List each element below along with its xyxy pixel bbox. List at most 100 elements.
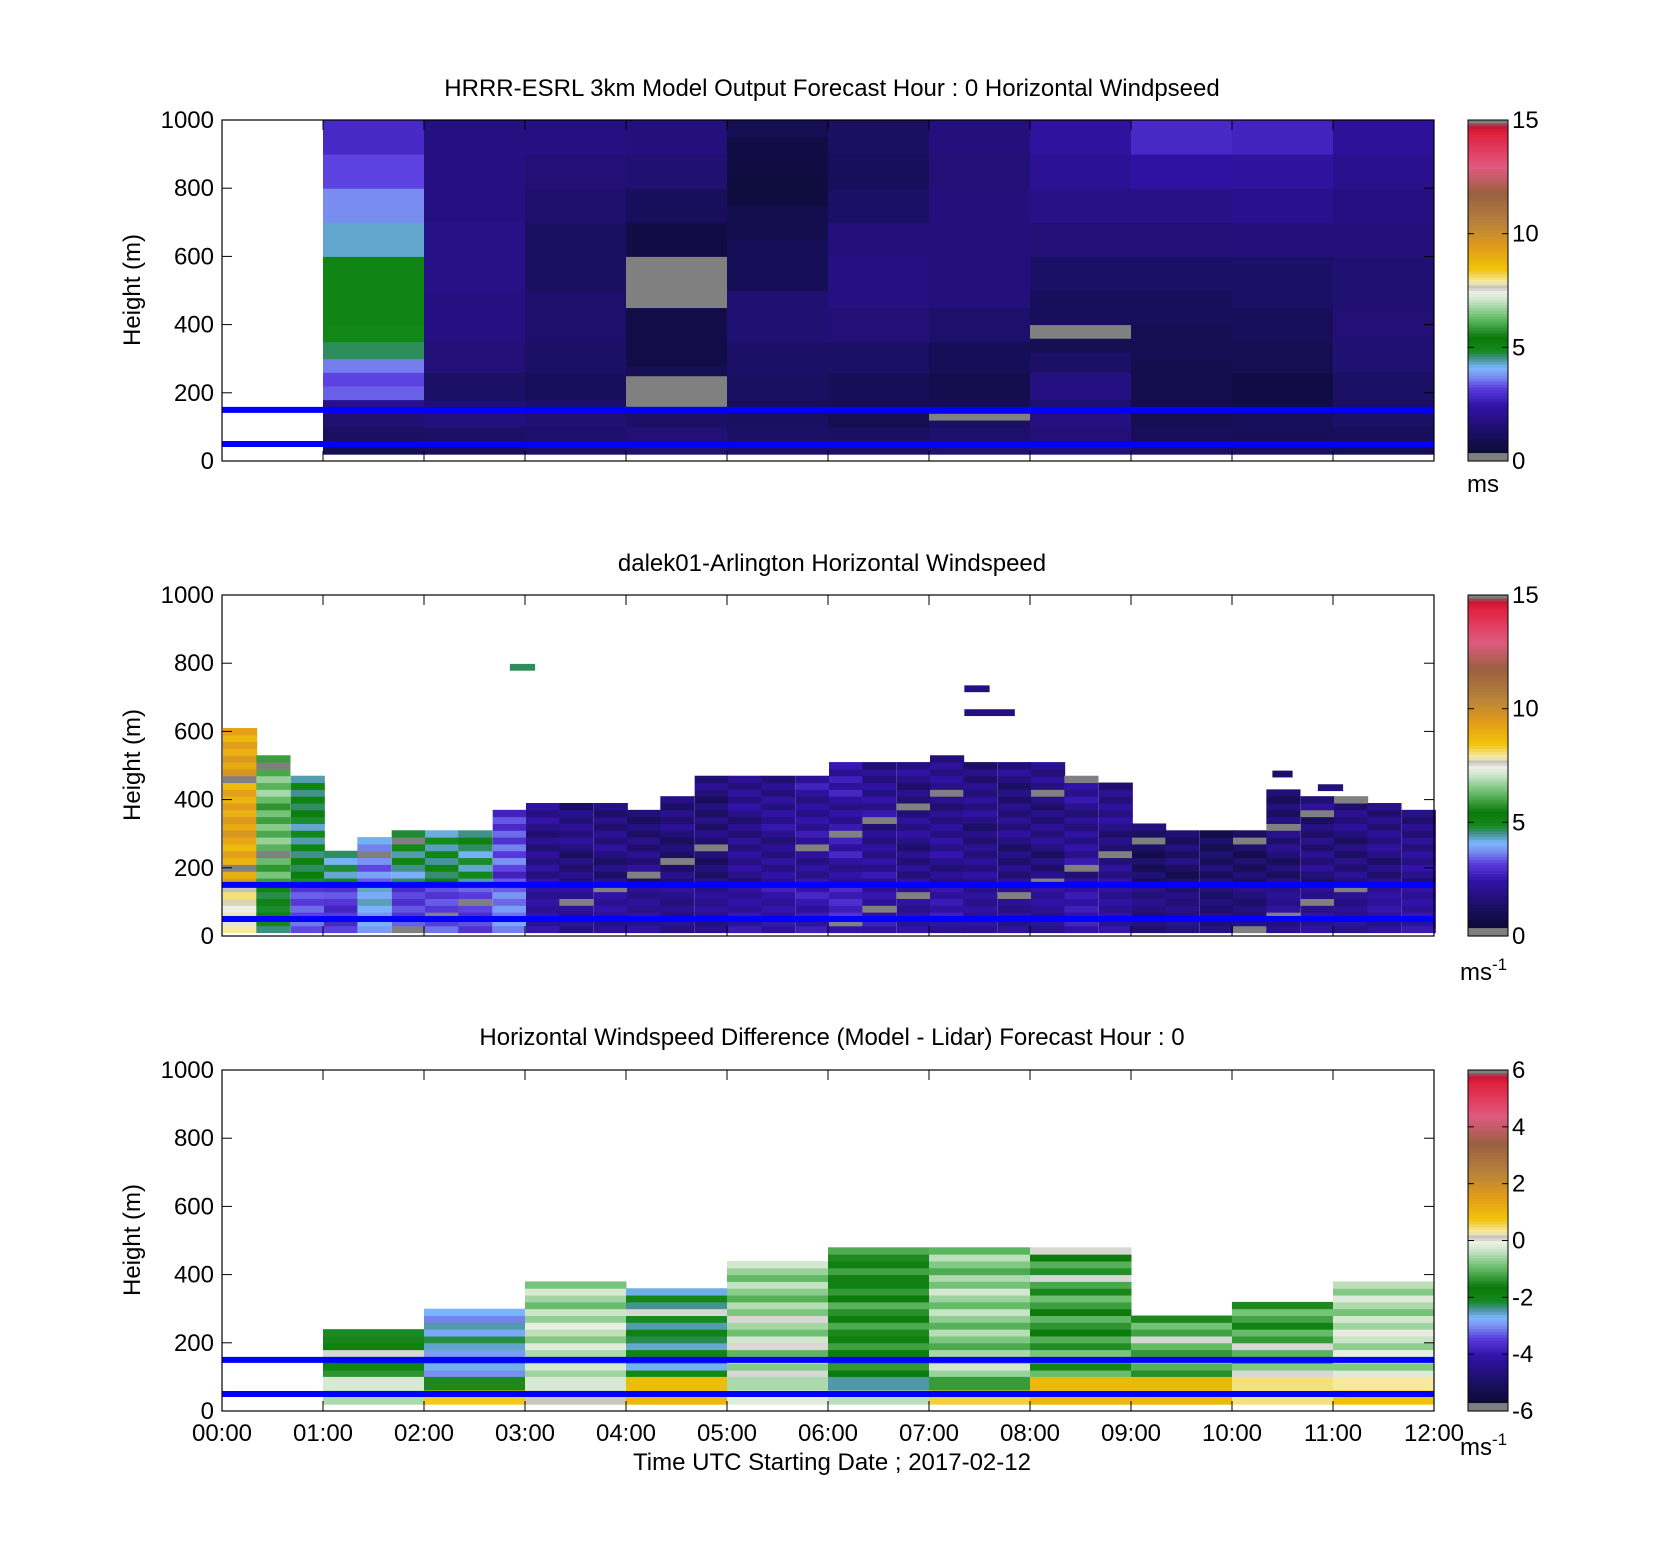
colorbar-segment (1468, 1328, 1508, 1333)
colorbar-segment (1468, 1303, 1508, 1307)
colorbar-segment (1468, 139, 1508, 144)
colorbar-segment (1468, 125, 1508, 130)
heatmap-cell (828, 307, 930, 343)
heatmap-cell (930, 843, 965, 852)
colorbar-segment (1468, 799, 1508, 804)
heatmap-cell (424, 1376, 526, 1392)
heatmap-cell (526, 850, 561, 859)
heatmap-cell (425, 918, 460, 927)
heatmap-cell (1232, 1308, 1334, 1317)
colorbar-segment (1468, 353, 1508, 357)
colorbar-segment (1468, 259, 1508, 263)
heatmap-cell (862, 789, 897, 797)
colorbar-segment (1468, 392, 1508, 397)
colorbar-segment (1468, 742, 1508, 747)
heatmap-cell (1030, 222, 1132, 257)
x-tick-label: 08:00 (1000, 1420, 1060, 1447)
heatmap-cell (323, 1329, 425, 1337)
colorbar-segment (1468, 1345, 1508, 1350)
heatmap-cell (761, 816, 796, 824)
heatmap-cell (896, 775, 931, 784)
heatmap-cell (929, 1335, 1031, 1344)
colorbar-segment (1468, 680, 1508, 684)
colorbar-segment (1468, 1391, 1508, 1395)
heatmap-cell (727, 205, 829, 240)
heatmap-cell (626, 1301, 728, 1310)
colorbar-segment (1468, 1271, 1508, 1276)
colorbar-segment (1468, 808, 1508, 812)
heatmap-cell (1030, 1329, 1132, 1337)
heatmap-cell (525, 1308, 627, 1317)
heatmap-cell (1131, 1363, 1233, 1371)
colorbar-segment (1468, 333, 1508, 337)
colorbar-segment (1468, 805, 1508, 809)
colorbar-segment (1468, 720, 1508, 724)
heatmap-cell (1266, 850, 1301, 859)
colorbar-segment (1468, 1320, 1508, 1324)
heatmap-cell (1367, 912, 1402, 920)
colorbar-segment (1468, 825, 1508, 829)
y-tick-label: 400 (174, 1262, 214, 1289)
heatmap-cell (997, 898, 1032, 906)
heatmap-cell (1401, 891, 1436, 899)
heatmap-cell (323, 1376, 425, 1392)
colorbar-segment (1468, 122, 1508, 127)
colorbar-segment (1468, 330, 1508, 334)
colorbar-segment (1468, 859, 1508, 863)
heatmap-cell (458, 830, 493, 838)
heatmap-cell (492, 816, 527, 824)
colorbar-segment (1468, 595, 1508, 599)
heatmap-cell (223, 918, 258, 927)
heatmap-cell (593, 857, 628, 865)
heatmap-cell (1131, 1370, 1233, 1378)
colorbar-tick-label: 15 (1512, 582, 1539, 609)
heatmap-cell (929, 307, 1031, 343)
y-tick-label: 800 (174, 1125, 214, 1152)
colorbar-segment (1468, 1385, 1508, 1389)
heatmap-cell (256, 782, 291, 790)
heatmap-cell (1064, 830, 1099, 838)
heatmap-cell (660, 912, 695, 920)
heatmap-cell (223, 727, 258, 736)
heatmap-cell (829, 891, 864, 899)
heatmap-cell (626, 1329, 728, 1337)
heatmap-cell (1030, 324, 1132, 339)
colorbar-segment (1468, 395, 1508, 400)
heatmap-cell (593, 884, 628, 893)
colorbar-segment (1468, 208, 1508, 212)
heatmap-cell (223, 864, 258, 872)
heatmap-cell (1031, 912, 1066, 920)
colorbar-segment (1468, 387, 1508, 391)
heatmap-cell (290, 809, 325, 818)
colorbar-segment (1468, 1251, 1508, 1256)
heatmap-cell (1233, 884, 1268, 893)
colorbar-segment (1468, 668, 1508, 673)
heatmap-cell (1266, 925, 1301, 934)
heatmap-cell (492, 857, 527, 865)
heatmap-cell (862, 796, 897, 804)
heatmap-cell (1334, 843, 1369, 852)
heatmap-cell (559, 809, 594, 818)
colorbar-segment (1468, 626, 1508, 630)
heatmap-cell (862, 912, 897, 920)
colorbar-segment (1468, 389, 1508, 394)
heatmap-cell (963, 905, 998, 913)
colorbar-segment (1468, 188, 1508, 192)
heatmap-cell (1132, 898, 1167, 906)
y-tick-label: 400 (174, 787, 214, 814)
heatmap-cell (1064, 905, 1099, 913)
heatmap-cell (627, 918, 662, 927)
colorbar-segment (1468, 290, 1508, 294)
colorbar-segment (1468, 1129, 1508, 1134)
colorbar-tick-label: 6 (1512, 1057, 1525, 1084)
colorbar-segment (1468, 1402, 1508, 1406)
heatmap-cell (1064, 775, 1099, 784)
colorbar-segment (1468, 301, 1508, 306)
heatmap-cell (1232, 1349, 1334, 1357)
heatmap-cell (525, 222, 627, 291)
heatmap-cell (660, 898, 695, 906)
heatmap-cell (1333, 1342, 1435, 1351)
colorbar-segment (1468, 375, 1508, 380)
colorbar-segment (1468, 344, 1508, 348)
heatmap-cell (256, 796, 291, 804)
